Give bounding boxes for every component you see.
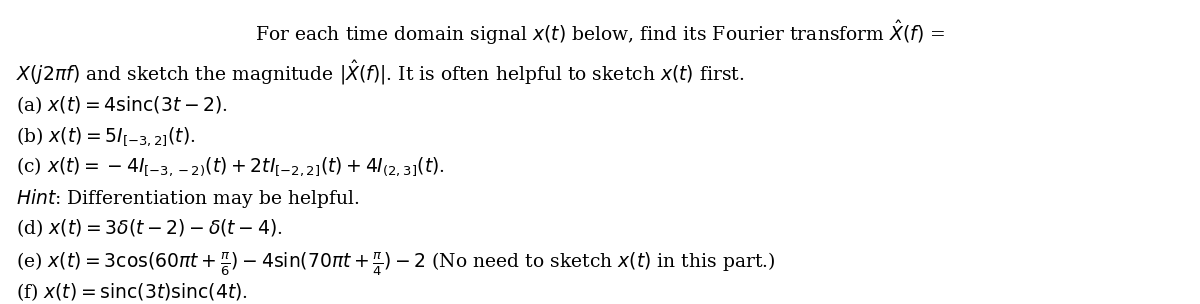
Text: (f) $x(t) = \mathrm{sinc}(3t)\mathrm{sinc}(4t)$.: (f) $x(t) = \mathrm{sinc}(3t)\mathrm{sin… (16, 281, 247, 303)
Text: $X(j2\pi f)$ and sketch the magnitude $|\hat{X}(f)|$. It is often helpful to ske: $X(j2\pi f)$ and sketch the magnitude $|… (16, 58, 744, 87)
Text: (a) $x(t) = 4\mathrm{sinc}(3t - 2)$.: (a) $x(t) = 4\mathrm{sinc}(3t - 2)$. (16, 95, 228, 116)
Text: For each time domain signal $x(t)$ below, find its Fourier transform $\hat{X}(f): For each time domain signal $x(t)$ below… (254, 18, 946, 47)
Text: (e) $x(t) = 3\cos(60\pi t + \frac{\pi}{6}) - 4\sin(70\pi t + \frac{\pi}{4}) - 2$: (e) $x(t) = 3\cos(60\pi t + \frac{\pi}{6… (16, 250, 775, 278)
Text: $\mathit{Hint}$: Differentiation may be helpful.: $\mathit{Hint}$: Differentiation may be … (16, 187, 359, 210)
Text: (d) $x(t) = 3\delta(t - 2) - \delta(t - 4)$.: (d) $x(t) = 3\delta(t - 2) - \delta(t - … (16, 217, 282, 239)
Text: (c) $x(t) = -4I_{[-3,-2)}(t) + 2tI_{[-2,2]}(t) + 4I_{(2,3]}(t)$.: (c) $x(t) = -4I_{[-3,-2)}(t) + 2tI_{[-2,… (16, 156, 444, 178)
Text: (b) $x(t) = 5I_{[-3,2]}(t)$.: (b) $x(t) = 5I_{[-3,2]}(t)$. (16, 125, 196, 147)
